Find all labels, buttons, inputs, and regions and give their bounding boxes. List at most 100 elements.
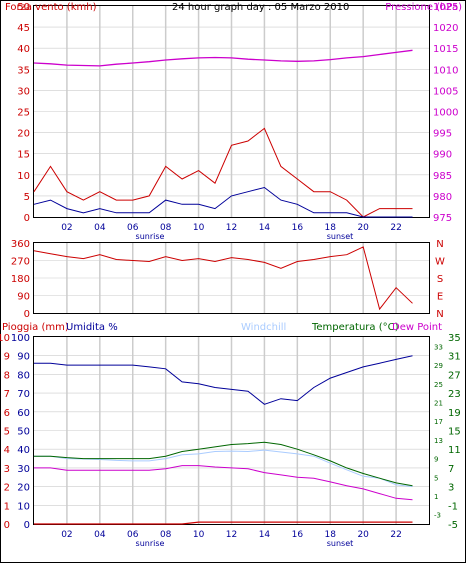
humidity-tick-label: 80 [17,370,30,381]
humidity-tick-label: 0 [24,520,30,531]
x-tick-label: 14 [259,223,271,233]
temperature-tick-label: -5 [448,520,458,531]
wind-axis-title: Forza vento (kmh) [5,2,97,13]
sunrise-label-1: sunrise [136,232,165,241]
temperature-mid-tick-label: 1 [434,493,438,501]
direction-tick-label: 180 [11,274,30,285]
x-tick-label: 22 [390,530,401,540]
compass-label: W [435,257,445,268]
wind-tick-label: 20 [17,129,30,140]
rain-tick-label: 4 [4,445,10,456]
wind-tick-label: 25 [17,108,30,119]
temperature-mid-tick-label: 29 [434,362,443,370]
direction-tick-label: 270 [11,257,30,268]
pressure-tick-label: 1000 [433,108,458,119]
wind-x-ticks: 02 04 06 08 10 12 14 16 18 20 22 [61,223,402,233]
wind-tick-label: 50 [17,2,30,13]
x-tick-label: 18 [325,530,337,540]
humidity-line [34,355,413,405]
direction-tick-label: 360 [11,239,30,250]
pressure-tick-label: 980 [433,192,452,203]
rain-tick-label: 7 [4,389,10,400]
pressure-tick-label: 985 [433,171,452,182]
rain-tick-label: 5 [4,427,10,438]
humidity-tick-label: 60 [17,408,30,419]
x-tick-label: 02 [61,223,72,233]
humidity-axis-title: Umidita % [66,322,118,333]
rain-line [34,521,413,525]
temp-x-ticks: 02 04 06 08 10 12 14 16 18 20 22 [61,530,402,540]
x-tick-label: 18 [325,223,337,233]
rain-tick-label: 9 [4,352,10,363]
wind-tick-label: 10 [17,171,30,182]
temperature-tick-label: 19 [448,408,461,419]
temperature-tick-label: 11 [448,445,461,456]
x-tick-label: 02 [61,530,72,540]
temperature-tick-label: -1 [448,501,458,512]
temperature-tick-label: 15 [448,427,461,438]
temperature-mid-tick-label: 5 [434,474,438,482]
humidity-y-ticks: 0 10 20 30 40 50 60 70 80 90 100 [11,333,30,531]
temperature-line [34,441,413,487]
pressure-tick-label: 1020 [433,23,458,34]
wind-gust-line [33,127,413,218]
x-tick-label: 06 [127,223,139,233]
temperature-tick-label: 27 [448,370,461,381]
x-tick-label: 10 [193,223,205,233]
chart-title: 24 hour graph day : 05 Marzo 2010 [172,2,349,13]
x-tick-label: 16 [292,223,304,233]
pressure-tick-label: 990 [433,150,452,161]
humidity-tick-label: 40 [17,445,30,456]
compass-label: N [436,239,443,250]
pressure-line [33,49,413,67]
x-tick-label: 14 [259,530,271,540]
pressure-tick-label: 1025 [433,2,458,13]
dewpoint-line [34,465,413,501]
x-tick-label: 12 [226,530,237,540]
pressure-tick-label: 1005 [433,86,458,97]
x-tick-label: 12 [226,223,237,233]
x-tick-label: 22 [390,223,401,233]
temperature-mid-tick-label: 17 [434,418,443,426]
rain-tick-label: 0 [4,520,10,531]
x-tick-label: 08 [160,530,172,540]
pressure-tick-label: 1015 [433,44,458,55]
x-tick-label: 08 [160,223,172,233]
rain-tick-label: 8 [4,370,10,381]
temp-gridlines [34,337,429,524]
x-tick-label: 04 [94,223,106,233]
wind-tick-label: 35 [17,65,30,76]
direction-y-ticks: 0 90 180 270 360 [11,239,30,320]
temperature-y-ticks: -5 -1 3 7 11 15 19 23 27 31 35 [448,333,461,531]
humidity-tick-label: 100 [11,333,30,344]
compass-label: E [437,292,443,303]
x-tick-label: 16 [292,530,304,540]
rain-y-ticks: 0 1 2 3 4 5 6 7 8 9 10 [0,333,10,531]
pressure-tick-label: 975 [433,213,452,224]
x-tick-label: 10 [193,530,205,540]
sunset-label-3: sunset [327,539,354,548]
x-tick-label: 04 [94,530,106,540]
wind-direction-line [33,246,413,311]
temperature-mid-ticks: -3 1 5 9 13 17 21 25 29 33 [434,343,443,519]
windchill-line [34,449,413,488]
rain-tick-label: 10 [0,333,10,344]
direction-tick-label: 0 [24,309,30,320]
temperature-tick-label: 3 [448,483,454,494]
pressure-y-ticks: 975 980 985 990 995 1000 1005 1010 1015 1020 1025 [433,2,458,224]
compass-label: N [436,309,443,320]
x-tick-label: 06 [127,530,139,540]
rain-tick-label: 3 [4,464,10,475]
wind-average-line [33,186,413,218]
temperature-mid-tick-label: 33 [434,343,443,351]
direction-gridlines [34,243,429,313]
temperature-mid-tick-label: 13 [434,437,443,445]
rain-axis-title: Pioggia (mm) [2,322,69,333]
rain-tick-label: 1 [4,501,10,512]
humidity-tick-label: 70 [17,389,30,400]
